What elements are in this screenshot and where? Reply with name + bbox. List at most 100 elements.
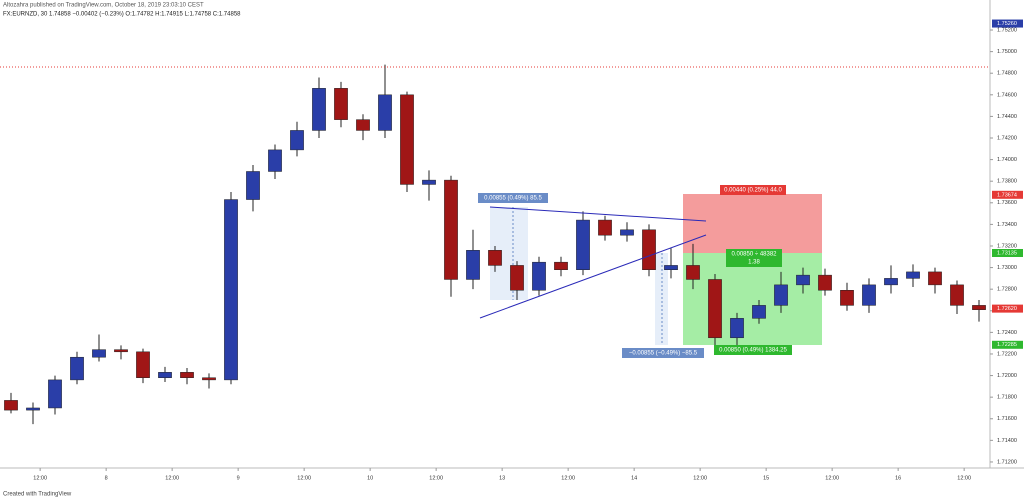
y-tick-label: 1.71200 (997, 459, 1017, 465)
x-tick-label: 12:00 (561, 475, 575, 481)
candle-body (26, 407, 40, 411)
drawings (490, 194, 822, 345)
candle-body (950, 284, 964, 306)
candle-body (928, 271, 942, 286)
position-label: 1.38 (748, 260, 760, 266)
candle-body (532, 261, 546, 291)
candle-body (422, 179, 436, 185)
candle-body (48, 379, 62, 409)
y-tick-label: 1.74400 (997, 114, 1017, 120)
candle-body (862, 284, 876, 306)
label-box (720, 185, 786, 195)
candle-body (884, 278, 898, 286)
price-label: 1.75260 (997, 21, 1017, 27)
y-tick-label: 1.72400 (997, 330, 1017, 336)
candle-body (906, 271, 920, 279)
publisher: Altozahra published on TradingView.com, … (3, 3, 204, 9)
y-tick-label: 1.73600 (997, 200, 1017, 206)
x-tick-label: 12:00 (825, 475, 839, 481)
stop-label: 0.00440 (0.25%) 44.0 (724, 188, 782, 194)
candle-body (400, 94, 414, 185)
candle-body (642, 229, 656, 270)
candle-body (796, 274, 810, 286)
price-label: 1.73135 (997, 250, 1017, 256)
candle-body (202, 377, 216, 381)
x-tick-label: 12:00 (165, 475, 179, 481)
candle-body (576, 219, 590, 270)
price-label-box (992, 249, 1023, 258)
y-tick-label: 1.74800 (997, 71, 1017, 77)
x-tick-label: 14 (631, 475, 637, 481)
x-tick-label: 12:00 (297, 475, 311, 481)
x-tick-label: 10 (367, 475, 373, 481)
position-label: 0.00850 ÷ 48382 (732, 252, 778, 258)
price-label-box (992, 340, 1023, 349)
x-tick-label: 12:00 (429, 475, 443, 481)
y-tick-label: 1.71800 (997, 395, 1017, 401)
y-tick-label: 1.73200 (997, 243, 1017, 249)
trend-line (479, 234, 707, 319)
price-label-box (992, 304, 1023, 313)
x-tick-label: 12:00 (33, 475, 47, 481)
x-tick-label: 8 (105, 475, 108, 481)
candle-body (598, 219, 612, 236)
y-tick-label: 1.74200 (997, 135, 1017, 141)
footer: Created with TradingView (3, 492, 72, 498)
candle-body (708, 279, 722, 339)
candle-body (180, 372, 194, 378)
candle-body (466, 250, 480, 280)
candle-body (554, 261, 568, 270)
y-tick-label: 1.75200 (997, 27, 1017, 33)
candles (4, 64, 986, 425)
candle-body (312, 88, 326, 131)
candle-body (136, 351, 150, 378)
candle-body (4, 400, 18, 411)
price-axis (990, 0, 1024, 487)
price-label: 1.73674 (997, 192, 1017, 198)
price-label: 1.72620 (997, 306, 1017, 312)
price-label-box (992, 19, 1023, 28)
y-tick-label: 1.71400 (997, 438, 1017, 444)
y-tick-label: 1.72000 (997, 373, 1017, 379)
y-tick-label: 1.72200 (997, 351, 1017, 357)
x-tick-label: 15 (763, 475, 769, 481)
axes: 1.71200 1.71400 1.71600 1.71800 1.72000 1.722… (33, 19, 1023, 481)
price-label-box (992, 190, 1023, 199)
time-axis (0, 468, 1024, 487)
y-tick-label: 1.75000 (997, 49, 1017, 55)
candle-body (334, 88, 348, 120)
candle-body (290, 130, 304, 151)
measure-label: 0.00855 (0.49%) 85.5 (484, 196, 542, 202)
trend-line (489, 206, 707, 222)
candle-body (774, 284, 788, 306)
y-tick-label: 1.73400 (997, 222, 1017, 228)
y-tick-label: 1.74000 (997, 157, 1017, 163)
overlay: 0.00855 (0.49%) 85.5 −0.00855 (−0.49%) −… (0, 66, 990, 358)
candle-body (114, 349, 128, 353)
candle-body (752, 305, 766, 319)
x-tick-label: 9 (237, 475, 240, 481)
candle-body (224, 199, 238, 381)
x-tick-label: 12:00 (957, 475, 971, 481)
target-label: 0.00850 (0.49%) 1384.25 (719, 348, 787, 354)
candle-body (818, 274, 832, 291)
candle-body (158, 372, 172, 378)
symbol-info: FX:EURNZD, 30 1.74858 −0.00402 (−0.23%) … (3, 12, 241, 18)
label-box (726, 249, 782, 267)
candle-body (268, 149, 282, 172)
x-tick-label: 16 (895, 475, 901, 481)
stop-zone (683, 194, 822, 253)
candle-body (70, 356, 84, 381)
candle-body (730, 318, 744, 339)
candle-body (972, 305, 986, 310)
candle-body (686, 265, 700, 280)
candle-body (664, 265, 678, 270)
candle-body (488, 250, 502, 266)
y-tick-label: 1.74600 (997, 92, 1017, 98)
y-tick-label: 1.72800 (997, 287, 1017, 293)
label-box (478, 193, 548, 203)
candle-body (840, 290, 854, 306)
y-tick-label: 1.73800 (997, 179, 1017, 185)
